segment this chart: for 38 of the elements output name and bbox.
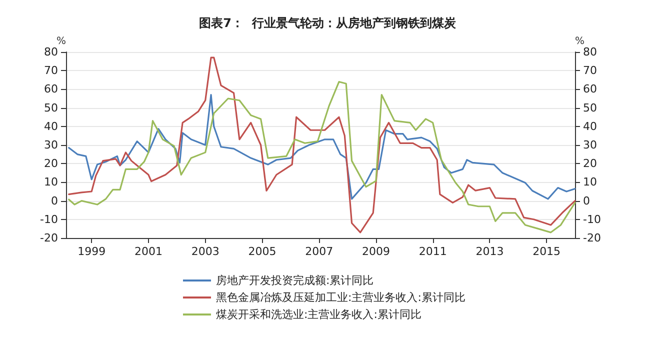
- y2-tick-label: 0: [583, 194, 590, 208]
- y2-tick-label: 30: [583, 138, 597, 152]
- y2-tick-label: -10: [583, 212, 601, 226]
- y2-tick-label: -20: [583, 232, 601, 244]
- y-tick-label: 80: [44, 46, 58, 58]
- chart-title: 图表7： 行业景气轮动：从房地产到钢铁到煤炭: [199, 16, 457, 30]
- x-tick-label: 2015: [532, 245, 561, 258]
- y-tick-label: 60: [44, 82, 58, 96]
- y-tick-label: 70: [44, 64, 58, 78]
- y2-tick-label: 20: [583, 157, 597, 170]
- y2-tick-label: 60: [583, 82, 597, 96]
- y-tick-label: 30: [44, 138, 58, 152]
- y2-tick-label: 80: [583, 46, 597, 58]
- y-tick-label: 10: [44, 176, 58, 189]
- x-tick-label: 2011: [418, 245, 447, 258]
- legend-label: 煤炭开采和洗选业:主营业务收入:累计同比: [216, 308, 422, 321]
- x-tick-label: 2009: [362, 245, 390, 258]
- x-tick-label: 2007: [305, 245, 334, 258]
- x-tick-label: 2013: [476, 245, 504, 258]
- legend-label: 黑色金属冶炼及压延加工业:主营业务收入:累计同比: [216, 291, 466, 304]
- y-tick-label: 0: [51, 194, 58, 208]
- line-series: [68, 94, 576, 200]
- x-tick-label: 2003: [191, 245, 220, 258]
- y-tick-label: 40: [44, 120, 58, 133]
- y2-tick-label: 40: [583, 120, 597, 133]
- y2-axis-title: %: [575, 36, 585, 48]
- y-tick-label: 20: [44, 157, 58, 170]
- y-tick-label: 50: [44, 101, 58, 114]
- y-tick-label: -20: [40, 232, 58, 244]
- y-tick-label: -10: [40, 212, 58, 226]
- y2-tick-label: 50: [583, 101, 597, 114]
- x-tick-label: 2005: [248, 245, 276, 258]
- y2-tick-label: 10: [583, 176, 597, 189]
- y-axis-title: %: [56, 36, 66, 48]
- y2-tick-label: 70: [583, 64, 597, 78]
- x-tick-label: 2001: [134, 245, 162, 258]
- legend-label: 房地产开发投资完成额:累计同比: [216, 274, 374, 287]
- x-tick-label: 1999: [78, 245, 106, 258]
